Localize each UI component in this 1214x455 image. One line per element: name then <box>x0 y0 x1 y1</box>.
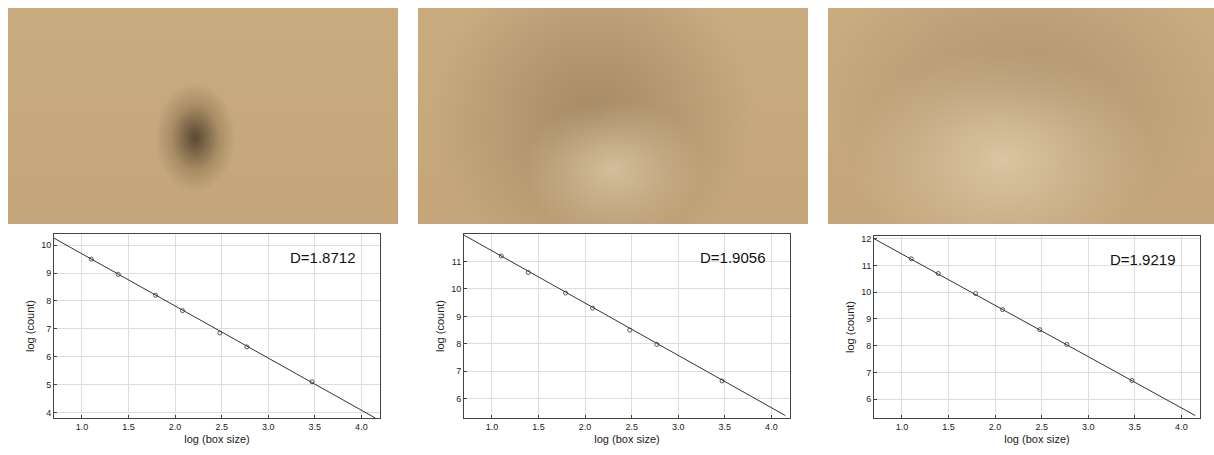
svg-text:2.0: 2.0 <box>579 422 592 432</box>
svg-text:1.5: 1.5 <box>942 422 955 432</box>
svg-text:3.5: 3.5 <box>309 422 322 432</box>
svg-text:10: 10 <box>41 240 51 250</box>
svg-text:3.0: 3.0 <box>672 422 685 432</box>
svg-text:4.0: 4.0 <box>765 422 778 432</box>
svg-text:3.5: 3.5 <box>719 422 732 432</box>
svg-text:8: 8 <box>456 339 461 349</box>
svg-text:log (count): log (count) <box>844 301 856 353</box>
svg-text:log (box size): log (box size) <box>1004 433 1069 445</box>
svg-text:2.0: 2.0 <box>169 422 182 432</box>
svg-text:11: 11 <box>862 261 871 271</box>
svg-text:D=1.9219: D=1.9219 <box>1110 251 1175 268</box>
svg-text:11: 11 <box>452 257 461 267</box>
svg-text:6: 6 <box>46 352 51 362</box>
svg-text:5: 5 <box>46 380 51 390</box>
svg-text:1.0: 1.0 <box>76 422 89 432</box>
svg-text:12: 12 <box>861 234 871 244</box>
svg-text:3.5: 3.5 <box>1129 422 1142 432</box>
svg-text:1.5: 1.5 <box>122 422 135 432</box>
svg-text:2.0: 2.0 <box>989 422 1002 432</box>
svg-text:D=1.8712: D=1.8712 <box>290 249 355 266</box>
svg-text:4.0: 4.0 <box>355 422 368 432</box>
svg-text:6: 6 <box>866 394 871 404</box>
svg-text:1.0: 1.0 <box>486 422 499 432</box>
svg-text:2.5: 2.5 <box>215 422 228 432</box>
svg-text:7: 7 <box>866 368 871 378</box>
svg-text:1.0: 1.0 <box>896 422 909 432</box>
svg-text:1.5: 1.5 <box>532 422 545 432</box>
svg-text:4: 4 <box>46 408 51 418</box>
svg-text:8: 8 <box>46 296 51 306</box>
svg-text:7: 7 <box>46 324 51 334</box>
svg-text:2.5: 2.5 <box>625 422 638 432</box>
svg-text:7: 7 <box>456 366 461 376</box>
svg-text:3.0: 3.0 <box>1082 422 1095 432</box>
svg-text:D=1.9056: D=1.9056 <box>700 249 765 266</box>
svg-text:log (count): log (count) <box>434 300 446 352</box>
svg-text:10: 10 <box>451 284 461 294</box>
svg-text:log (box size): log (box size) <box>594 433 659 445</box>
svg-text:9: 9 <box>866 314 871 324</box>
svg-text:2.5: 2.5 <box>1035 422 1048 432</box>
svg-text:9: 9 <box>46 268 51 278</box>
svg-text:10: 10 <box>861 287 871 297</box>
svg-text:4.0: 4.0 <box>1175 422 1188 432</box>
svg-text:6: 6 <box>456 394 461 404</box>
svg-text:log (count): log (count) <box>24 300 36 352</box>
svg-text:8: 8 <box>866 341 871 351</box>
svg-text:9: 9 <box>456 312 461 322</box>
svg-text:3.0: 3.0 <box>262 422 275 432</box>
svg-text:log (box size): log (box size) <box>184 433 249 445</box>
